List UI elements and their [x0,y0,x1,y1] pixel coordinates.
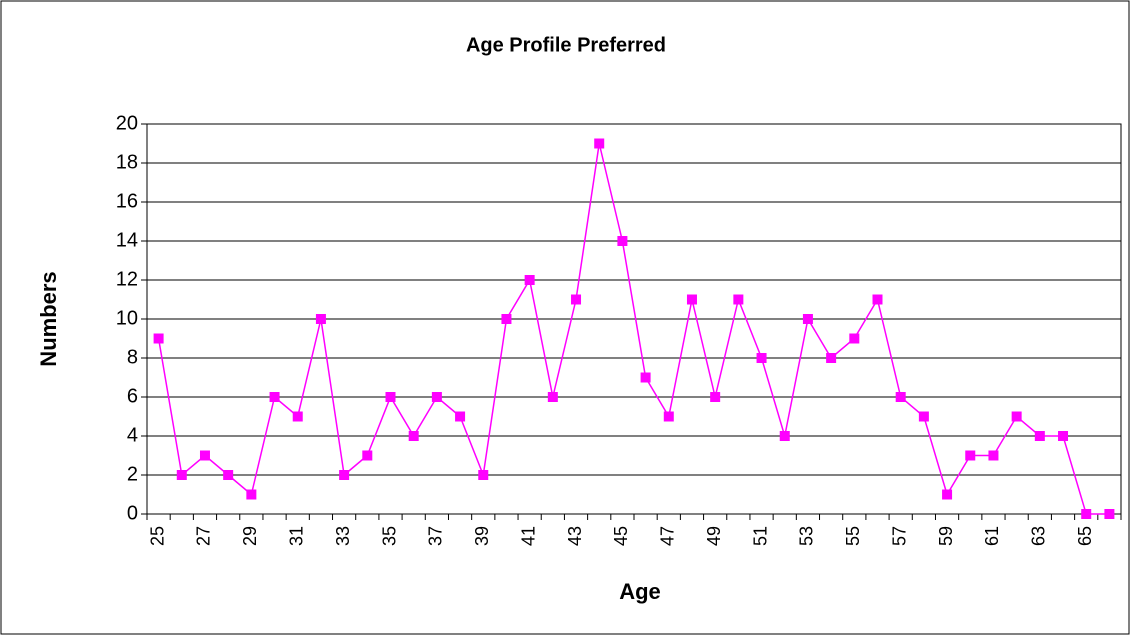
point [779,431,790,441]
point [594,138,605,149]
x-tick-label: 53 [797,526,817,546]
x-tick-label: 27 [194,526,214,546]
point [988,450,999,461]
x-tick-label: 39 [472,526,492,546]
point [501,314,512,324]
point [1011,411,1022,422]
point [849,333,860,344]
point [524,275,535,285]
x-tick-label: 41 [518,526,538,546]
y-tick-label: 2 [127,463,138,485]
chart-title: Age Profile Preferred [466,34,666,56]
x-tick-label: 29 [240,526,260,546]
x-tick-label: 37 [426,526,446,546]
y-tick-label: 0 [127,502,138,524]
point [686,294,697,305]
x-tick-label: 31 [286,526,306,546]
x-tick-label: 51 [750,526,770,546]
point [223,470,234,480]
x-tick-label: 43 [565,526,585,546]
point [176,470,187,480]
x-tick-label: 47 [658,526,678,546]
point [802,314,813,324]
point [292,411,303,422]
point [710,392,721,402]
x-tick-label: 55 [843,526,863,546]
point [455,411,466,422]
y-tick-label: 14 [116,229,138,251]
x-tick-label: 35 [379,526,399,546]
point [1081,509,1092,519]
x-tick-label: 63 [1029,526,1049,546]
point [663,411,674,422]
point [872,294,883,305]
point [756,353,767,363]
point [547,392,558,402]
point [617,236,628,246]
point [339,470,350,480]
x-tick-label: 25 [147,526,167,546]
series-line [157,143,1110,515]
point [571,294,582,305]
y-tick-label: 8 [127,346,138,368]
point [408,431,419,441]
y-tick-label: 16 [116,190,138,212]
y-tick-label: 18 [116,151,138,173]
point [315,314,326,324]
point [1104,509,1115,519]
x-axis-title: Age [619,579,661,604]
y-tick-label: 12 [116,268,138,290]
point [918,411,929,422]
point [385,392,396,402]
x-tick-label: 45 [611,526,631,546]
x-tick-label: 59 [936,526,956,546]
point [1058,431,1069,441]
point [153,333,164,344]
x-tick-label: 49 [704,526,724,546]
y-tick-label: 6 [127,385,138,407]
point [199,450,210,461]
point [965,450,976,461]
point [246,489,257,500]
x-tick-label: 65 [1075,526,1095,546]
y-tick-label: 4 [127,424,138,446]
x-tick-label: 57 [889,526,909,546]
point [362,450,373,461]
point [269,392,280,402]
point [431,392,442,402]
point [895,392,906,402]
point [733,294,744,305]
x-tick-label: 33 [333,526,353,546]
y-tick-label: 20 [116,112,138,134]
point [826,353,837,363]
y-axis-title: Numbers [36,271,61,366]
y-tick-label: 10 [116,307,138,329]
x-tick-label: 61 [982,526,1002,546]
point [942,489,953,500]
point [1034,431,1045,441]
point [640,372,651,383]
point [478,470,489,480]
